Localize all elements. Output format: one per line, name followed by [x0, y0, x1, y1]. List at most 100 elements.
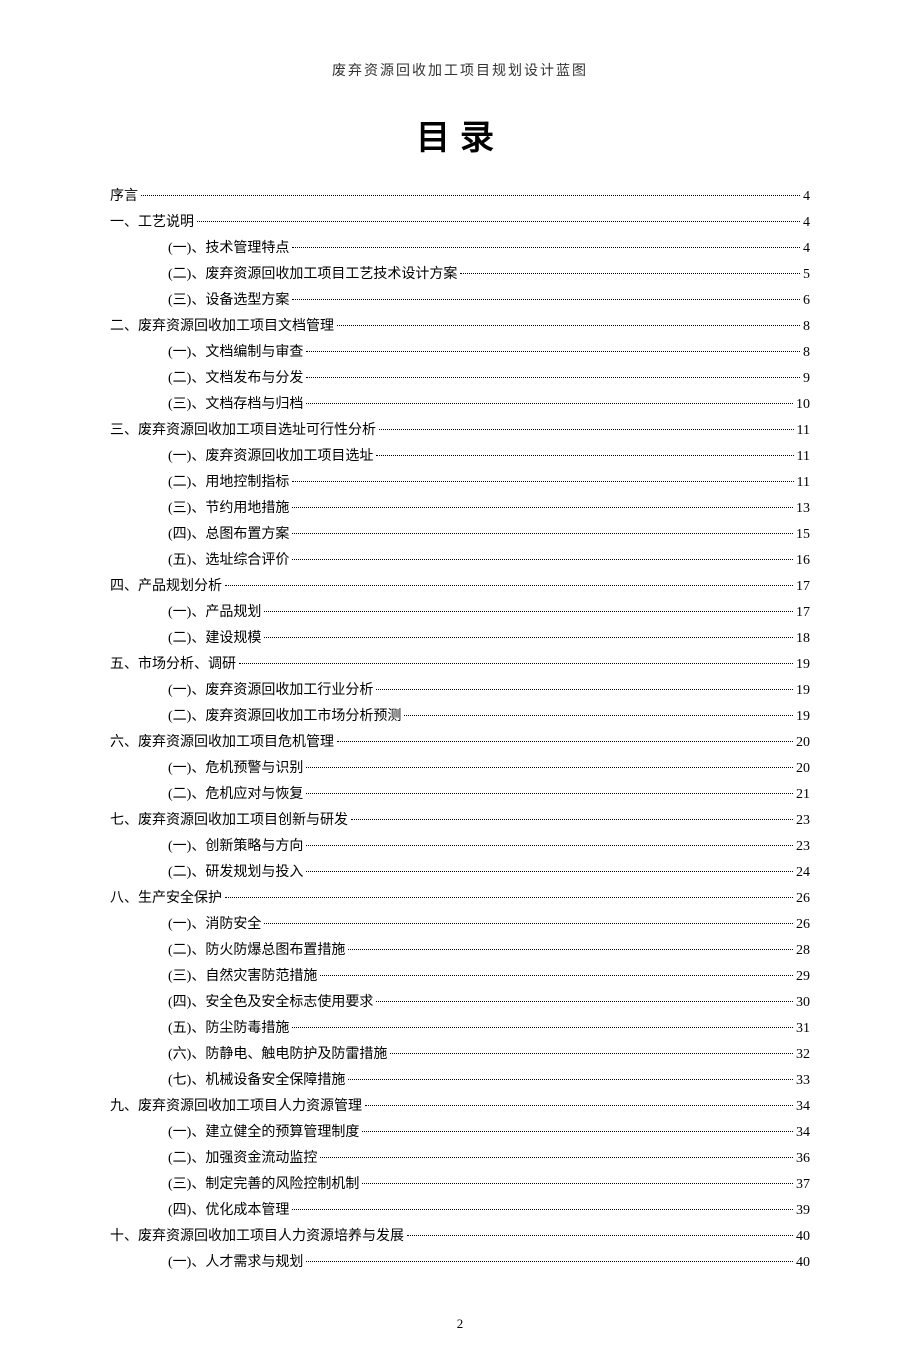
toc-entry-page: 19	[796, 704, 810, 730]
toc-entry: (二)、防火防爆总图布置措施 28	[110, 938, 810, 964]
toc-entry-label: (六)、防静电、触电防护及防雷措施	[168, 1042, 387, 1068]
toc-leader-dots	[404, 715, 793, 716]
toc-entry: (七)、机械设备安全保障措施 33	[110, 1068, 810, 1094]
toc-entry-label: 一、工艺说明	[110, 210, 194, 236]
toc-entry-page: 11	[797, 470, 810, 496]
toc-leader-dots	[348, 949, 793, 950]
toc-entry-label: (四)、优化成本管理	[168, 1198, 289, 1224]
toc-entry-label: 十、废弃资源回收加工项目人力资源培养与发展	[110, 1224, 404, 1250]
toc-entry-page: 20	[796, 730, 810, 756]
toc-entry-label: 九、废弃资源回收加工项目人力资源管理	[110, 1094, 362, 1120]
toc-entry-page: 26	[796, 886, 810, 912]
toc-entry-label: (二)、防火防爆总图布置措施	[168, 938, 345, 964]
toc-leader-dots	[306, 845, 793, 846]
toc-leader-dots	[264, 637, 793, 638]
toc-leader-dots	[337, 741, 793, 742]
toc-entry-page: 26	[796, 912, 810, 938]
toc-entry-page: 5	[803, 262, 810, 288]
toc-leader-dots	[306, 793, 793, 794]
toc-entry-page: 37	[796, 1172, 810, 1198]
toc-leader-dots	[306, 1261, 793, 1262]
toc-entry: (二)、用地控制指标11	[110, 470, 810, 496]
toc-entry: (五)、防尘防毒措施31	[110, 1016, 810, 1042]
toc-entry-label: (七)、机械设备安全保障措施	[168, 1068, 345, 1094]
toc-entry-label: (五)、防尘防毒措施	[168, 1016, 289, 1042]
toc-entry-label: (一)、危机预警与识别	[168, 756, 303, 782]
toc-entry-page: 4	[803, 236, 810, 262]
toc-entry: 七、废弃资源回收加工项目创新与研发23	[110, 808, 810, 834]
toc-entry: (二)、危机应对与恢复21	[110, 782, 810, 808]
toc-entry-label: 三、废弃资源回收加工项目选址可行性分析	[110, 418, 376, 444]
toc-entry-label: (三)、设备选型方案	[168, 288, 289, 314]
toc-entry-page: 18	[796, 626, 810, 652]
toc-entry-label: 八、生产安全保护	[110, 886, 222, 912]
toc-entry-page: 4	[803, 210, 810, 236]
toc-leader-dots	[264, 923, 793, 924]
toc-entry-page: 28	[796, 938, 810, 964]
toc-entry-label: (二)、废弃资源回收加工市场分析预测	[168, 704, 401, 730]
toc-entry-label: 二、废弃资源回收加工项目文档管理	[110, 314, 334, 340]
toc-entry-label: 七、废弃资源回收加工项目创新与研发	[110, 808, 348, 834]
toc-entry: (一)、技术管理特点 4	[110, 236, 810, 262]
toc-entry-page: 40	[796, 1250, 810, 1276]
toc-entry-page: 24	[796, 860, 810, 886]
toc-entry: 序言 4	[110, 184, 810, 210]
toc-entry-label: 四、产品规划分析	[110, 574, 222, 600]
toc-entry-page: 34	[796, 1094, 810, 1120]
toc-entry-label: (一)、文档编制与审查	[168, 340, 303, 366]
toc-entry-label: (二)、文档发布与分发	[168, 366, 303, 392]
toc-entry: (一)、文档编制与审查8	[110, 340, 810, 366]
toc-entry: (一)、人才需求与规划 40	[110, 1250, 810, 1276]
toc-entry-label: (一)、废弃资源回收加工行业分析	[168, 678, 373, 704]
toc-entry-label: (三)、文档存档与归档	[168, 392, 303, 418]
toc-entry-page: 33	[796, 1068, 810, 1094]
toc-entry-page: 10	[796, 392, 810, 418]
toc-entry: (六)、防静电、触电防护及防雷措施 32	[110, 1042, 810, 1068]
toc-leader-dots	[292, 1209, 793, 1210]
toc-entry-page: 13	[796, 496, 810, 522]
toc-entry-page: 16	[796, 548, 810, 574]
toc-entry-label: 序言	[110, 184, 138, 210]
toc-entry-label: (一)、人才需求与规划	[168, 1250, 303, 1276]
toc-entry-label: (一)、技术管理特点	[168, 236, 289, 262]
toc-entry: (一)、废弃资源回收加工项目选址11	[110, 444, 810, 470]
toc-leader-dots	[141, 195, 800, 196]
toc-entry-label: (二)、加强资金流动监控	[168, 1146, 317, 1172]
toc-entry-label: (二)、研发规划与投入	[168, 860, 303, 886]
toc-entry: (三)、节约用地措施 13	[110, 496, 810, 522]
toc-entry-label: (一)、创新策略与方向	[168, 834, 303, 860]
toc-entry-label: (五)、选址综合评价	[168, 548, 289, 574]
toc-entry: 五、市场分析、调研19	[110, 652, 810, 678]
toc-entry: (一)、建立健全的预算管理制度34	[110, 1120, 810, 1146]
toc-entry-page: 20	[796, 756, 810, 782]
toc-entry-page: 4	[803, 184, 810, 210]
toc-leader-dots	[306, 767, 793, 768]
toc-entry-page: 30	[796, 990, 810, 1016]
toc-entry: (三)、制定完善的风险控制机制37	[110, 1172, 810, 1198]
toc-entry-label: (二)、废弃资源回收加工项目工艺技术设计方案	[168, 262, 457, 288]
toc-title: 目录	[110, 110, 810, 159]
toc-leader-dots	[348, 1079, 793, 1080]
toc-list: 序言 4 一、工艺说明 4 (一)、技术管理特点 4 (二)、废弃资源回收加工项目工艺技术设…	[110, 184, 810, 1276]
toc-entry-page: 36	[796, 1146, 810, 1172]
toc-leader-dots	[292, 1027, 793, 1028]
toc-leader-dots	[292, 533, 793, 534]
toc-leader-dots	[460, 273, 800, 274]
toc-entry-label: (二)、建设规模	[168, 626, 261, 652]
toc-entry-page: 19	[796, 652, 810, 678]
toc-entry: (一)、危机预警与识别 20	[110, 756, 810, 782]
toc-leader-dots	[337, 325, 800, 326]
toc-entry-page: 9	[803, 366, 810, 392]
toc-entry-label: (三)、节约用地措施	[168, 496, 289, 522]
toc-entry: 十、废弃资源回收加工项目人力资源培养与发展40	[110, 1224, 810, 1250]
toc-entry: 二、废弃资源回收加工项目文档管理8	[110, 314, 810, 340]
toc-entry-page: 11	[797, 418, 810, 444]
toc-entry-page: 17	[796, 600, 810, 626]
toc-entry: 八、生产安全保护 26	[110, 886, 810, 912]
toc-leader-dots	[292, 247, 800, 248]
toc-entry: 九、废弃资源回收加工项目人力资源管理 34	[110, 1094, 810, 1120]
toc-entry-page: 32	[796, 1042, 810, 1068]
toc-entry-label: 六、废弃资源回收加工项目危机管理	[110, 730, 334, 756]
toc-entry-page: 34	[796, 1120, 810, 1146]
toc-entry-page: 23	[796, 834, 810, 860]
